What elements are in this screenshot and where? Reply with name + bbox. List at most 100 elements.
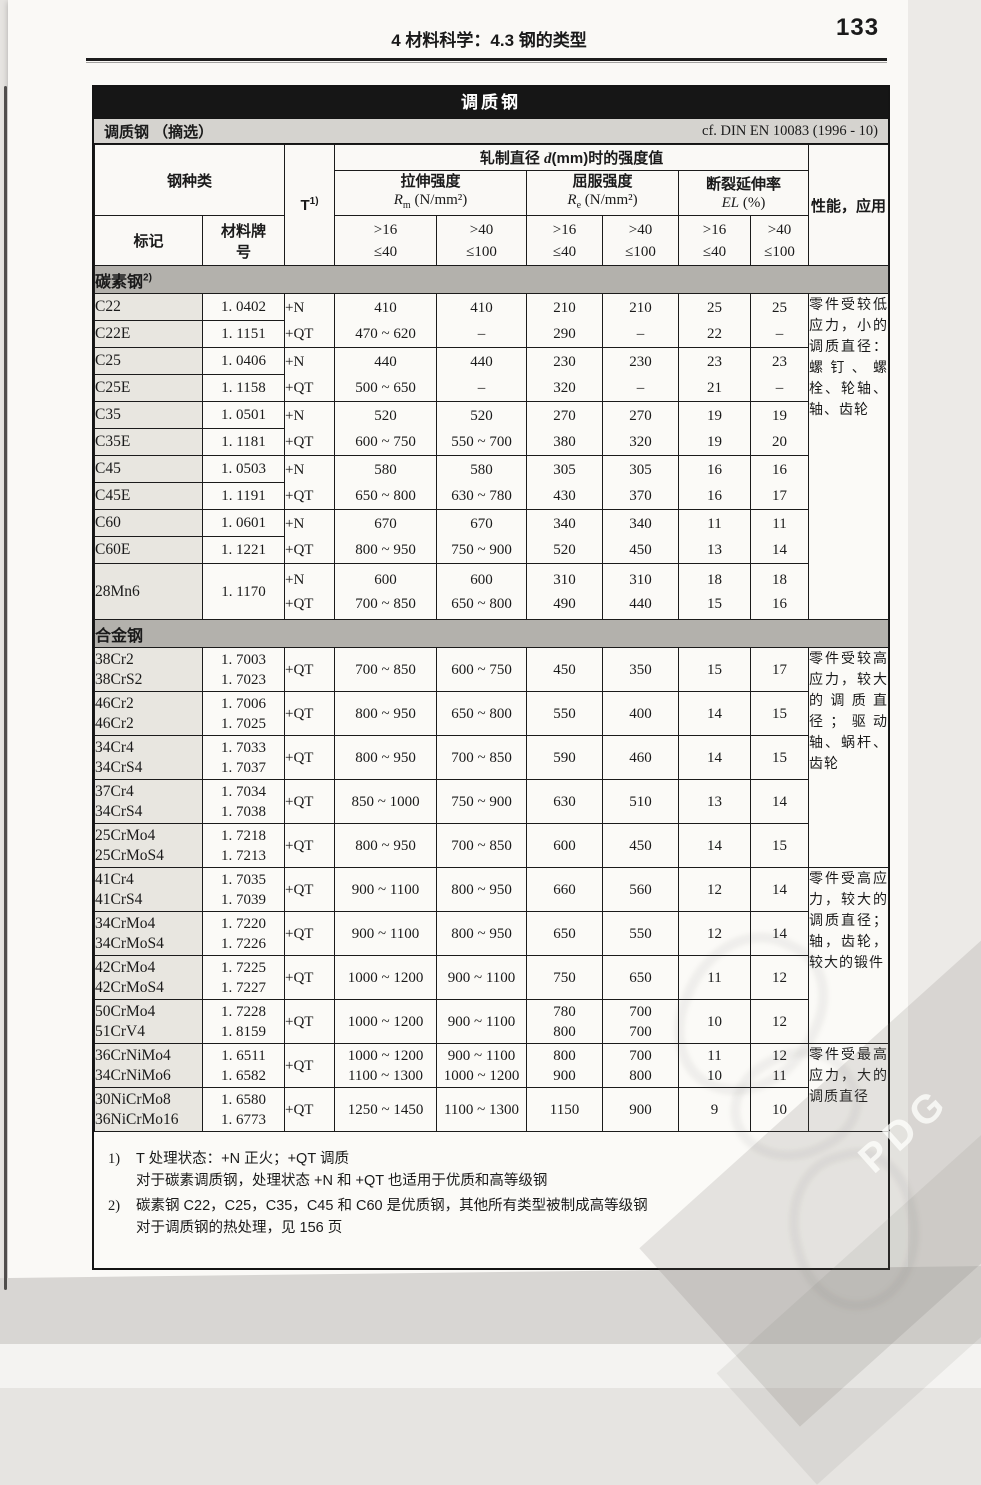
strength-value: 340 450 — [602, 509, 680, 564]
table-row: C60E 1. 1221 — [94, 536, 889, 564]
strength-value: 14 — [678, 691, 752, 736]
table-row: C45 1. 0503 +N +QT 580 650 ~ 800 580 630 ~ 780 3… — [94, 455, 889, 510]
strength-value: 900 ~ 1100 — [436, 955, 528, 1000]
strength-value: 230– — [602, 347, 680, 402]
material-number: 1. 1181 — [201, 428, 286, 456]
treatment-state: +N +QT — [284, 509, 336, 564]
col-header-range: >40 ≤100 — [436, 215, 528, 266]
strength-value: 350 — [602, 647, 680, 692]
strength-value: 18 15 — [678, 563, 752, 620]
strength-value: 305 370 — [602, 455, 680, 510]
table-row: 41Cr4 41CrS4 1. 7035 1. 7039 +QT 900 ~ 1100 80… — [94, 867, 890, 1044]
col-header-steel-class: 钢种类 — [93, 144, 286, 216]
col-header-properties: 性能，应用 — [808, 144, 890, 266]
material-number: 1. 7228 1. 8159 — [201, 999, 286, 1044]
strength-value: 650 — [602, 955, 680, 1000]
strength-value: 400 — [602, 691, 680, 736]
strength-value: 15 — [750, 735, 810, 780]
steel-mark: 41Cr4 41CrS4 — [94, 867, 203, 912]
strength-value: 19 19 — [678, 401, 752, 456]
steel-mark: 28Mn6 — [94, 563, 203, 620]
col-group-rm: 拉伸强度 Rm (N/mm²) — [334, 170, 528, 216]
strength-value: 800 900 — [526, 1043, 604, 1088]
page-number: 133 — [836, 14, 880, 41]
strength-value: 800 ~ 950 — [334, 735, 438, 780]
steel-mark: 38Cr2 38CrS2 — [94, 647, 203, 692]
strength-value: 12 — [750, 955, 810, 1000]
strength-value: 580 650 ~ 800 — [334, 455, 438, 510]
treatment-state: +N +QT — [284, 347, 336, 402]
treatment-state: +QT — [284, 1043, 336, 1088]
strength-value: 410 470 ~ 620 — [334, 293, 438, 348]
strength-value: 450 — [602, 823, 680, 868]
strength-value: 340 520 — [526, 509, 604, 564]
steel-mark: 50CrMo4 51CrV4 — [94, 999, 203, 1044]
strength-value: 16 16 — [678, 455, 752, 510]
strength-value: 305 430 — [526, 455, 604, 510]
treatment-state: +N +QT — [284, 455, 336, 510]
section-header: 碳素钢2) — [93, 265, 890, 294]
strength-value: 14 — [678, 823, 752, 868]
strength-value: 900 — [602, 1087, 680, 1132]
strength-value: 750 ~ 900 — [436, 779, 528, 824]
strength-value: 15 — [678, 647, 752, 692]
standard-reference: cf. DIN EN 10083 (1996 - 10) — [702, 122, 878, 139]
strength-value: 900 ~ 1100 — [334, 867, 438, 912]
table-subtitle-bar: 调质钢 （摘选） cf. DIN EN 10083 (1996 - 10) — [94, 118, 888, 144]
strength-value: 550 — [526, 691, 604, 736]
strength-value: 23– — [750, 347, 810, 402]
strength-value: 700 ~ 850 — [436, 735, 528, 780]
strength-value: 13 — [678, 779, 752, 824]
strength-value: 520 550 ~ 700 — [436, 401, 528, 456]
material-number: 1. 1221 — [201, 536, 286, 564]
table-row: 37Cr4 34CrS4 1. 7034 1. 7038 +QT 850 ~ 1000 75… — [94, 779, 889, 824]
strength-value: 310 440 — [602, 563, 680, 620]
steel-mark: C22 — [94, 293, 203, 321]
strength-value: 14 — [750, 911, 810, 956]
strength-value: 12 11 — [750, 1043, 810, 1088]
strength-value: 600 ~ 750 — [436, 647, 528, 692]
strength-value: 800 ~ 950 — [436, 867, 528, 912]
steel-mark: C45E — [94, 482, 203, 510]
steel-mark: 37Cr4 34CrS4 — [94, 779, 203, 824]
table-row: 30NiCrMo8 36NiCrMo16 1. 6580 1. 6773 +QT 1250… — [94, 1087, 889, 1132]
strength-value: 10 — [750, 1087, 810, 1132]
col-header-range: >16 ≤40 — [678, 215, 752, 266]
treatment-state: +QT — [284, 735, 336, 780]
material-number: 1. 7220 1. 7226 — [201, 911, 286, 956]
table-row: 28Mn6 1. 1170 +N +QT 600 700 ~ 850 600 650 ~ 80… — [94, 563, 889, 620]
footnote: 1) T 处理状态：+N 正火；+QT 调质 对于碳素调质钢，处理状态 +N 和 +… — [108, 1148, 876, 1193]
table-row: C22 1. 0402 +N +QT 410 470 ~ 620 410–210 290 210… — [94, 293, 890, 620]
strength-value: 700 700 — [602, 999, 680, 1044]
scan-right-margin — [908, 0, 981, 1284]
steel-mark: C25 — [94, 347, 203, 375]
steel-mark: C60 — [94, 509, 203, 537]
strength-value: 310 490 — [526, 563, 604, 620]
application-note: 零件受最高应力，大的调质直径 — [808, 1043, 890, 1132]
strength-value: 580 630 ~ 780 — [436, 455, 528, 510]
strength-value: 520 600 ~ 750 — [334, 401, 438, 456]
strength-value: 700 ~ 850 — [436, 823, 528, 868]
treatment-state: +QT — [284, 691, 336, 736]
material-number: 1. 1158 — [201, 374, 286, 402]
section-header: 合金钢 — [93, 619, 890, 648]
treatment-state: +QT — [284, 955, 336, 1000]
strength-value: 900 ~ 1100 — [436, 999, 528, 1044]
treatment-state: +QT — [284, 779, 336, 824]
steel-mark: 34Cr4 34CrS4 — [94, 735, 203, 780]
strength-value: 1000 ~ 1200 — [334, 955, 438, 1000]
col-header-treatment: T1) — [284, 144, 336, 266]
strength-value: 25 22 — [678, 293, 752, 348]
strength-value: 550 — [602, 911, 680, 956]
material-number: 1. 7225 1. 7227 — [201, 955, 286, 1000]
strength-value: 780 800 — [526, 999, 604, 1044]
strength-value: 11 10 — [678, 1043, 752, 1088]
scan-edge-artifact — [4, 86, 7, 1290]
treatment-state: +QT — [284, 1087, 336, 1132]
strength-value: 600 650 ~ 800 — [436, 563, 528, 620]
strength-value: 25– — [750, 293, 810, 348]
material-number: 1. 7218 1. 7213 — [201, 823, 286, 868]
strength-value: 1150 — [526, 1087, 604, 1132]
strength-value: 1100 ~ 1300 — [436, 1087, 528, 1132]
strength-value: 14 — [750, 779, 810, 824]
